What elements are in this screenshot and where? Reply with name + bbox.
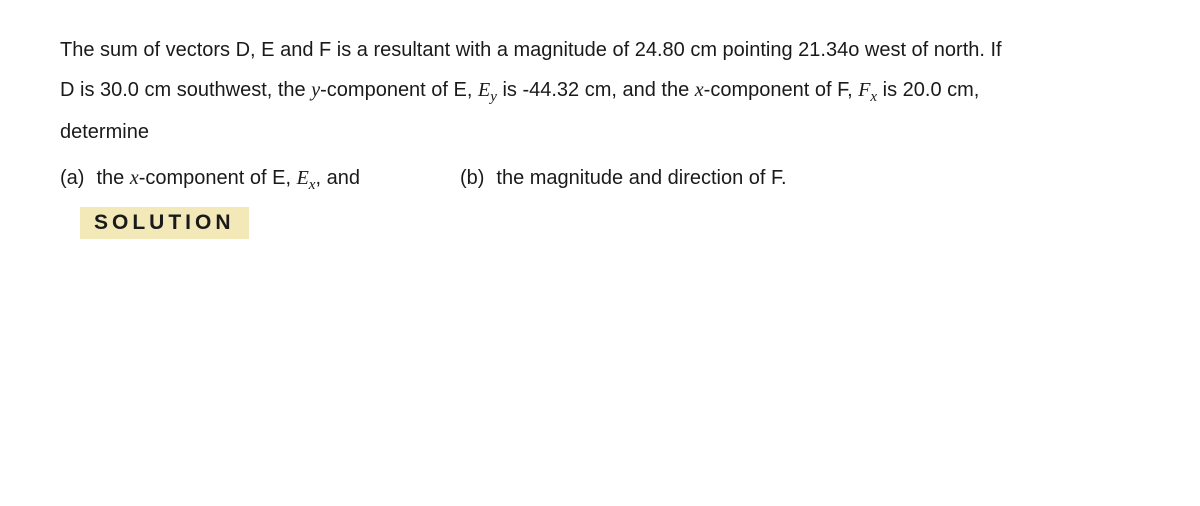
question-b-label: (b) bbox=[460, 160, 484, 196]
text-fragment: the bbox=[96, 167, 129, 189]
problem-statement: The sum of vectors D, E and F is a resul… bbox=[60, 30, 1140, 152]
problem-line-1: The sum of vectors D, E and F is a resul… bbox=[60, 39, 1002, 61]
text-fragment: is -44.32 cm, and the bbox=[497, 79, 695, 101]
var-x: x bbox=[695, 79, 704, 101]
text-fragment: -component of F, bbox=[704, 79, 859, 101]
text-fragment: D is 30.0 cm southwest, the bbox=[60, 79, 311, 101]
problem-line-3: determine bbox=[60, 121, 149, 143]
var-x: x bbox=[130, 167, 139, 189]
var-E: E bbox=[297, 167, 309, 189]
solution-heading-row: SOLUTION bbox=[60, 207, 1140, 239]
var-y: y bbox=[311, 79, 320, 101]
problem-line-2: D is 30.0 cm southwest, the y-component … bbox=[60, 79, 979, 101]
var-E: E bbox=[478, 79, 490, 101]
question-b: (b) the magnitude and direction of F. bbox=[460, 160, 787, 199]
text-fragment: , and bbox=[315, 167, 359, 189]
question-a: (a)the x-component of E, Ex, and bbox=[60, 160, 460, 199]
text-fragment: -component of E, bbox=[139, 167, 297, 189]
sub-y: y bbox=[490, 89, 497, 105]
text-fragment: -component of E, bbox=[320, 79, 478, 101]
text-fragment: is 20.0 cm, bbox=[877, 79, 979, 101]
question-b-text: the magnitude and direction of F. bbox=[496, 167, 786, 189]
solution-heading: SOLUTION bbox=[80, 207, 249, 239]
question-a-label: (a) bbox=[60, 160, 84, 196]
var-F: F bbox=[858, 79, 870, 101]
questions-row: (a)the x-component of E, Ex, and (b)the … bbox=[60, 160, 1140, 199]
